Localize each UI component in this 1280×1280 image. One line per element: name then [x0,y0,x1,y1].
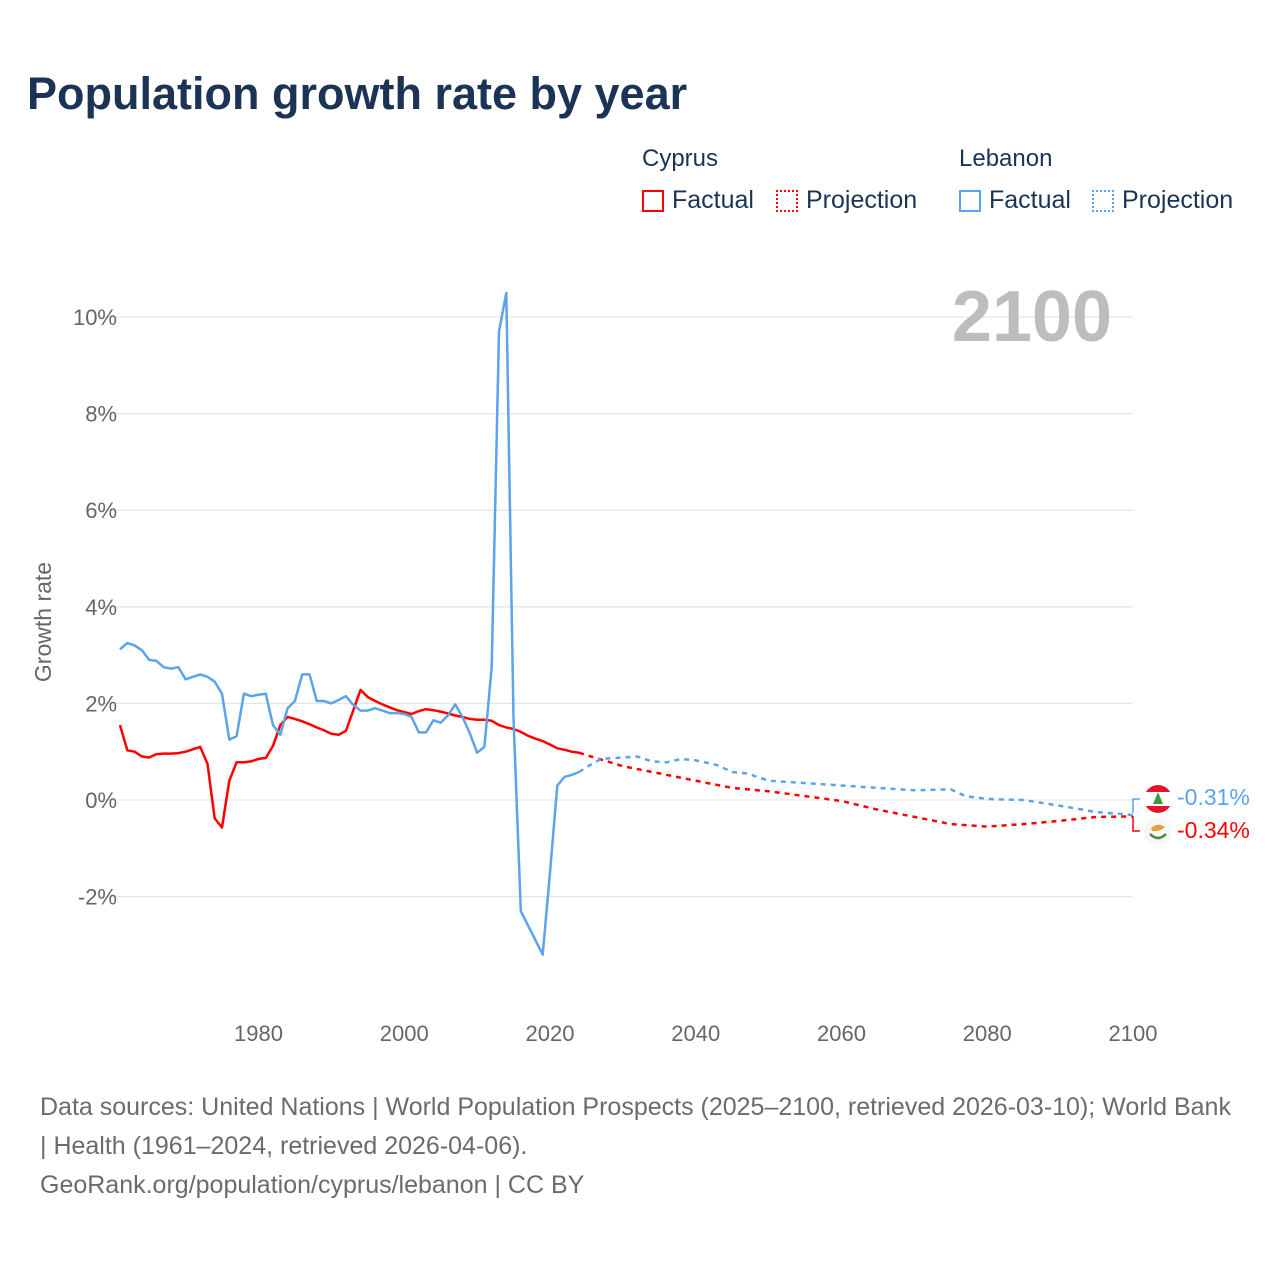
legend-swatch-dotted [1092,190,1114,212]
legend-swatch-solid [959,190,981,212]
legend-label: Projection [806,186,918,214]
x-tick-label: 2100 [1109,1021,1158,1046]
legend-group-lebanon: Lebanon [959,145,1053,172]
y-tick-label: 8% [85,402,117,427]
x-tick-label: 2060 [817,1021,866,1046]
y-tick-label: 6% [85,498,117,523]
y-axis-label: Growth rate [30,562,56,682]
series-line-cyprus-projection [578,751,1134,828]
series-line-cyprus-factual [118,688,580,829]
year-watermark: 2100 [952,277,1112,357]
legend-lebanon-factual[interactable]: Factual [959,186,1071,215]
series-line-lebanon-projection [578,755,1134,817]
lebanon-end-connector [1132,798,1140,813]
legend-cyprus-projection[interactable]: Projection [776,186,917,215]
y-tick-label: 10% [73,305,117,330]
legend-group-cyprus: Cyprus [642,145,719,172]
lebanon-end-value: -0.31% [1177,784,1250,810]
footer: Data sources: United Nations | World Pop… [40,1088,1240,1205]
x-tick-label: 2020 [526,1021,575,1046]
legend-lebanon-projection[interactable]: Projection [1092,186,1233,215]
y-tick-label: 2% [85,691,117,716]
cyprus-flag-icon [1144,817,1172,845]
x-tick-label: 2040 [671,1021,720,1046]
y-tick-label: 0% [85,788,117,813]
series-line-lebanon-factual [119,291,580,956]
x-tick-label: 2000 [380,1021,429,1046]
legend-label: Projection [1122,186,1234,214]
legend-label: Factual [672,186,754,214]
legend-cyprus-factual[interactable]: Factual [642,186,754,215]
legend-swatch-dotted [776,190,798,212]
legend-swatch-solid [642,190,664,212]
credit-link[interactable]: GeoRank.org/population/cyprus/lebanon | … [40,1171,585,1199]
legend-label: Factual [989,186,1071,214]
x-tick-label: 1980 [234,1021,283,1046]
data-sources: Data sources: United Nations | World Pop… [40,1093,1231,1160]
y-tick-label: 4% [85,595,117,620]
x-tick-label: 2080 [963,1021,1012,1046]
y-tick-label: -2% [78,885,117,910]
cyprus-end-value: -0.34% [1177,817,1250,843]
cyprus-end-connector [1132,816,1140,832]
lebanon-flag-icon [1144,785,1172,813]
page-title: Population growth rate by year [27,68,688,119]
